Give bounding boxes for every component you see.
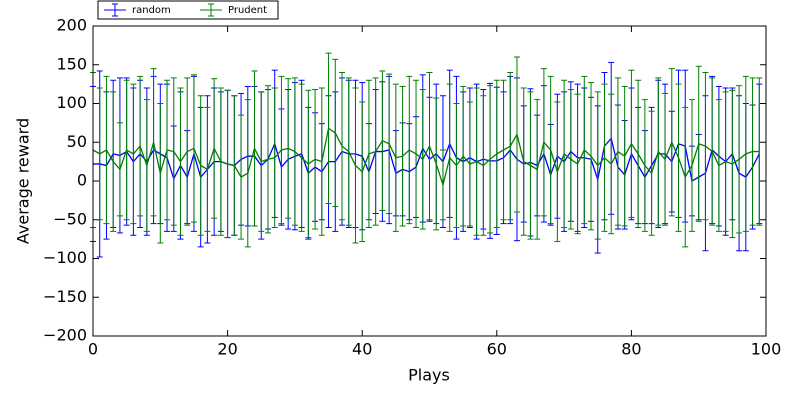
plot-frame (92, 25, 767, 337)
y-axis-label: Average reward (14, 118, 33, 244)
series-line (93, 136, 760, 183)
x-tick-label: 40 (352, 340, 372, 359)
y-tick-label: −200 (43, 326, 87, 345)
series-line (92, 127, 760, 188)
y-tick-label: 150 (56, 54, 87, 73)
y-tick-label: −50 (53, 209, 87, 228)
y-tick-label: −100 (43, 248, 87, 267)
y-tick-label: 200 (56, 16, 87, 35)
y-tick-label: −150 (43, 287, 87, 306)
x-tick-label: 80 (621, 340, 641, 359)
x-tick-label: 60 (487, 340, 507, 359)
x-axis-label: Plays (408, 366, 450, 385)
y-tick-label: 100 (56, 93, 87, 112)
x-tick-label: 100 (751, 340, 782, 359)
x-tick-label: 0 (88, 340, 98, 359)
y-tick-label: 50 (67, 132, 87, 151)
legend-box (97, 0, 279, 20)
legend-label: random (132, 5, 171, 16)
x-tick-label: 20 (217, 340, 237, 359)
y-tick-label: 0 (77, 171, 87, 190)
legend-label: Prudent (228, 5, 267, 16)
